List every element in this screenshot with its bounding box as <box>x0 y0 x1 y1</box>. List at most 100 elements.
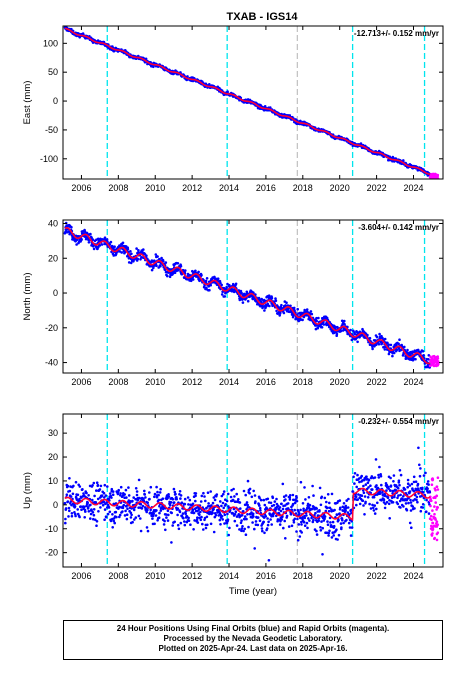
final-point <box>75 243 78 246</box>
final-point <box>132 508 136 512</box>
final-point <box>328 506 332 510</box>
final-point <box>365 475 368 479</box>
final-point <box>270 296 274 300</box>
final-point <box>183 523 187 527</box>
final-point <box>296 517 299 521</box>
final-point <box>418 474 422 478</box>
final-point <box>232 487 235 491</box>
final-point <box>239 289 243 293</box>
final-point <box>295 499 299 503</box>
final-point <box>376 486 380 490</box>
y-tick-label: -40 <box>45 358 58 368</box>
final-point <box>416 487 420 490</box>
x-tick-label: 2016 <box>256 571 276 581</box>
final-point <box>266 523 270 527</box>
final-point <box>121 510 124 513</box>
final-point <box>224 503 227 506</box>
final-point <box>195 518 199 522</box>
final-point <box>372 495 376 499</box>
final-point <box>340 526 343 529</box>
final-point <box>192 528 195 531</box>
final-point <box>239 521 243 525</box>
final-point <box>64 521 67 525</box>
final-point <box>267 294 271 298</box>
final-point <box>408 490 412 493</box>
final-point <box>264 515 268 518</box>
final-point <box>265 527 269 530</box>
final-point <box>122 503 126 507</box>
final-point <box>245 508 248 511</box>
x-tick-label: 2016 <box>256 183 276 193</box>
final-point <box>391 501 395 504</box>
final-point <box>328 516 332 520</box>
final-point <box>386 496 390 500</box>
final-point <box>131 499 134 503</box>
y-tick-label: 0 <box>53 500 58 510</box>
final-point <box>372 509 376 512</box>
final-point <box>157 498 161 502</box>
final-point <box>197 270 200 274</box>
chart-title: TXAB - IGS14 <box>227 11 299 23</box>
final-point <box>227 533 230 537</box>
final-point <box>74 514 77 518</box>
final-point <box>248 491 251 495</box>
final-point <box>270 523 274 526</box>
final-point <box>240 291 243 295</box>
final-point <box>180 501 184 505</box>
final-point <box>222 492 225 496</box>
model-line <box>64 226 431 365</box>
final-point <box>78 485 82 488</box>
y-tick-label: -20 <box>45 323 58 333</box>
final-point <box>164 528 167 532</box>
final-point <box>299 480 303 484</box>
final-point <box>346 506 350 509</box>
panel-1: 2006 2008 2010 2012 2014 2016 2018 2020 2022 2024… <box>22 25 444 193</box>
final-point <box>216 277 220 281</box>
final-point <box>204 279 208 283</box>
final-point <box>298 535 302 538</box>
final-point <box>67 506 71 510</box>
final-point <box>240 519 243 522</box>
final-point <box>209 283 212 287</box>
final-point <box>214 513 218 517</box>
final-point <box>399 506 402 509</box>
final-point <box>136 257 140 261</box>
final-point <box>120 251 123 254</box>
final-point <box>108 510 112 514</box>
final-point <box>291 493 295 497</box>
final-point <box>85 491 88 495</box>
final-point <box>151 514 155 518</box>
y-tick-label: -10 <box>45 524 58 534</box>
final-point <box>362 484 365 488</box>
final-point <box>366 496 370 499</box>
final-point <box>427 483 430 486</box>
final-point <box>278 523 282 526</box>
final-point <box>333 325 337 329</box>
final-point <box>361 489 365 492</box>
final-point <box>252 489 255 493</box>
final-point <box>187 516 190 520</box>
final-point <box>242 529 245 533</box>
final-point <box>123 493 126 496</box>
final-point <box>68 477 71 480</box>
final-point <box>300 531 304 534</box>
final-point <box>205 515 209 519</box>
final-point <box>328 501 331 505</box>
final-point <box>284 304 288 308</box>
final-point <box>314 511 317 515</box>
final-point <box>271 496 275 500</box>
final-point <box>137 514 141 518</box>
final-point <box>127 494 131 497</box>
final-point <box>347 521 351 525</box>
final-point <box>348 526 352 529</box>
y-tick-label: 100 <box>43 38 58 48</box>
final-point <box>175 497 178 501</box>
final-point <box>187 503 190 506</box>
final-point <box>67 515 70 518</box>
final-point <box>373 476 377 479</box>
final-point <box>396 496 399 500</box>
final-point <box>389 489 392 492</box>
final-point <box>378 465 381 469</box>
final-point <box>302 315 306 319</box>
final-point <box>397 479 401 483</box>
